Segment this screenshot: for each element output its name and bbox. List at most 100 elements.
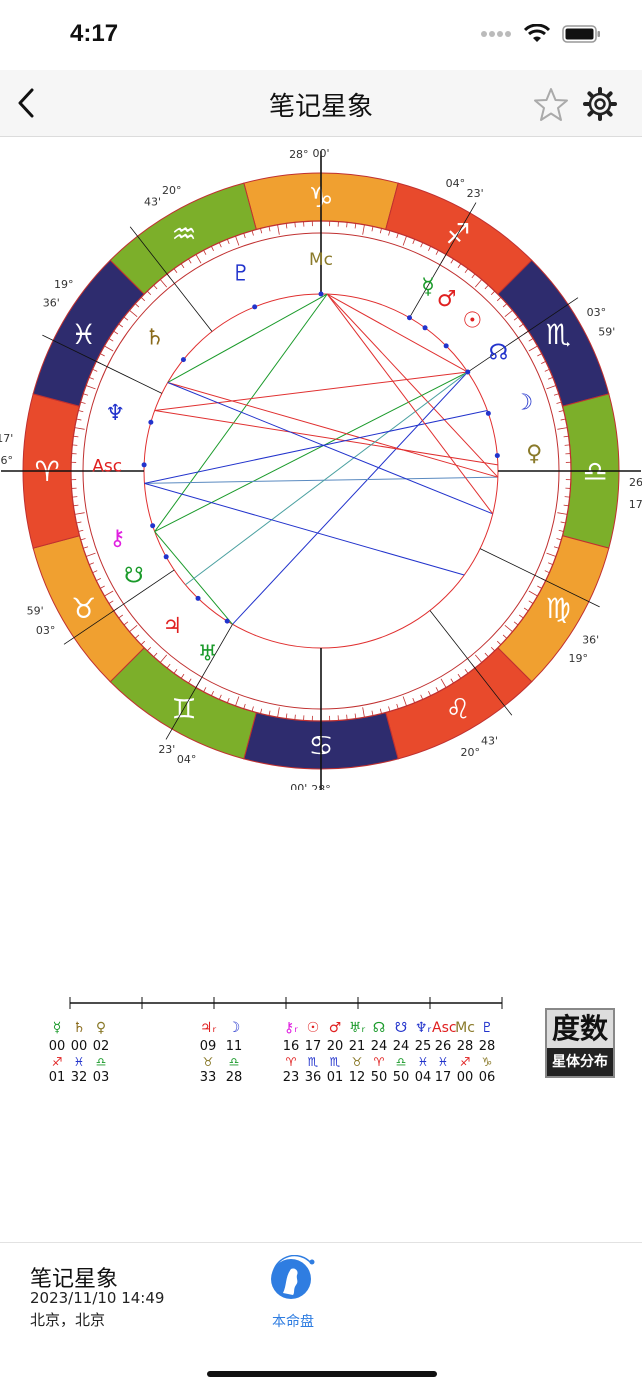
favorite-button[interactable] (532, 86, 570, 128)
cusp-minute-label: 59' (598, 326, 615, 339)
planet-degree: 09 (197, 1039, 219, 1055)
planet-degree: 16 (280, 1039, 302, 1055)
planet-minute: 00 (454, 1070, 476, 1085)
planet-position-dot (465, 370, 470, 375)
planet-glyph[interactable]: ☽ (513, 390, 533, 415)
planet-degree: 17 (302, 1039, 324, 1055)
zodiac-sign-glyph: ♒ (171, 218, 196, 251)
natal-chart-wheel[interactable]: ♑♐♏♎♍♌♋♊♉♈♓♒ 28°00'04°23'03°59'26°17'36'… (0, 140, 642, 790)
sign-glyph: ♉ (197, 1055, 219, 1070)
planet-degree: 11 (223, 1039, 245, 1055)
sign-glyph: ♎ (390, 1055, 412, 1070)
planet-position-dot (423, 325, 428, 330)
planet-minute: 06 (476, 1070, 498, 1085)
settings-button[interactable] (582, 86, 618, 126)
planet-degree: 28 (476, 1039, 498, 1055)
cusp-degree-label: 36' (43, 296, 60, 309)
sign-glyph: ♑ (476, 1055, 498, 1070)
planet-glyph[interactable]: ♄ (145, 325, 165, 350)
planet-minute: 01 (46, 1070, 68, 1085)
planet-minute: 32 (68, 1070, 90, 1085)
planet-glyph[interactable]: ⚷ (109, 526, 125, 551)
cusp-minute-label: 19° (569, 652, 589, 665)
planet-glyph[interactable]: ♃ (162, 614, 182, 639)
planet-glyph: ☽ (223, 1021, 245, 1039)
planet-glyph[interactable]: ♀ (526, 441, 542, 466)
planet-position-dot (486, 411, 491, 416)
sign-glyph: ♈ (368, 1055, 390, 1070)
planet-minute: 04 (412, 1070, 434, 1085)
planet-glyph[interactable]: ♆ (105, 401, 125, 426)
planet-glyph[interactable]: ☿ (421, 275, 435, 300)
planet-glyph: ⚷ᵣ (280, 1021, 302, 1039)
cusp-degree-label: 04° (446, 177, 466, 190)
sign-glyph: ♉ (346, 1055, 368, 1070)
planet-position-dot (319, 292, 324, 297)
planet-minute: 28 (223, 1070, 245, 1085)
planet-degree: 24 (390, 1039, 412, 1055)
cusp-minute-label: 23' (158, 743, 175, 756)
planet-glyph[interactable]: Asc (92, 457, 122, 477)
signal-icon (480, 29, 512, 39)
planet-glyph[interactable]: ♂ (437, 287, 457, 312)
planet-position-dot (181, 357, 186, 362)
sign-glyph: ♏ (302, 1055, 324, 1070)
degree-tick (565, 497, 570, 498)
zodiac-sign-glyph: ♌ (445, 692, 470, 725)
planet-minute: 33 (197, 1070, 219, 1085)
planet-minute: 50 (390, 1070, 412, 1085)
sign-glyph: ♎ (90, 1055, 112, 1070)
zodiac-sign-glyph: ♓ (71, 318, 96, 351)
cusp-degree-label: 26° (629, 476, 642, 489)
planet-position-dot (495, 453, 500, 458)
degree-column: ☽ 11 ♎ 28 (223, 1021, 245, 1085)
degree-distribution-button[interactable]: 度数 星体分布 (545, 1008, 615, 1078)
degree-button-top: 度数 (547, 1010, 613, 1048)
planet-glyph: ☊ (368, 1021, 390, 1039)
planet-minute: 17 (432, 1070, 454, 1085)
planet-position-dot (407, 315, 412, 320)
degree-column: ⚷ᵣ 16 ♈ 23 (280, 1021, 302, 1085)
planet-degree: 24 (368, 1039, 390, 1055)
planet-degree: 28 (454, 1039, 476, 1055)
planet-minute: 36 (302, 1070, 324, 1085)
cusp-minute-label: 20° (461, 746, 481, 759)
degree-column: ♂ 20 ♏ 01 (324, 1021, 346, 1085)
degree-column: Mc 28 ♐ 00 (454, 1021, 476, 1085)
sign-glyph: ♐ (454, 1055, 476, 1070)
cusp-minute-label: 17' (629, 498, 642, 511)
planet-degree: 00 (68, 1039, 90, 1055)
planet-minute: 03 (90, 1070, 112, 1085)
planet-degree: 00 (46, 1039, 68, 1055)
degree-column: ☉ 17 ♏ 36 (302, 1021, 324, 1085)
planet-minute: 50 (368, 1070, 390, 1085)
planet-glyph[interactable]: ♅ (198, 641, 218, 666)
cusp-minute-label: 20° (162, 184, 182, 197)
cusp-minute-label: 17' (0, 432, 13, 445)
degree-column: ☊ 24 ♈ 50 (368, 1021, 390, 1085)
degree-column: ♄ 00 ♓ 32 (68, 1021, 90, 1085)
cusp-degree-label: 43' (481, 735, 498, 748)
cusp-degree-label: 26° (0, 454, 13, 467)
cusp-minute-label: 00' (290, 782, 307, 790)
sign-glyph: ♓ (68, 1055, 90, 1070)
wifi-icon (524, 24, 550, 44)
tab-natal-chart[interactable]: 本命盘 (258, 1255, 328, 1331)
planet-glyph[interactable]: ♇ (231, 262, 251, 287)
planet-position-dot (196, 596, 201, 601)
cusp-degree-label: 28° (289, 148, 309, 161)
degree-tick (72, 445, 77, 446)
sign-glyph: ♓ (412, 1055, 434, 1070)
cusp-degree-label: 28° (311, 783, 331, 790)
planet-glyph[interactable]: ☊ (489, 340, 509, 365)
planet-glyph[interactable]: ☋ (124, 564, 144, 589)
planet-position-dot (225, 619, 230, 624)
sign-glyph: ♓ (432, 1055, 454, 1070)
degree-button-bottom: 星体分布 (547, 1048, 613, 1076)
planet-glyph[interactable]: Mc (309, 250, 333, 270)
status-time: 4:17 (70, 20, 118, 48)
planet-position-dot (148, 420, 153, 425)
planet-glyph: Mc (454, 1021, 476, 1039)
gear-icon (582, 86, 618, 122)
planet-glyph[interactable]: ☉ (462, 309, 482, 334)
